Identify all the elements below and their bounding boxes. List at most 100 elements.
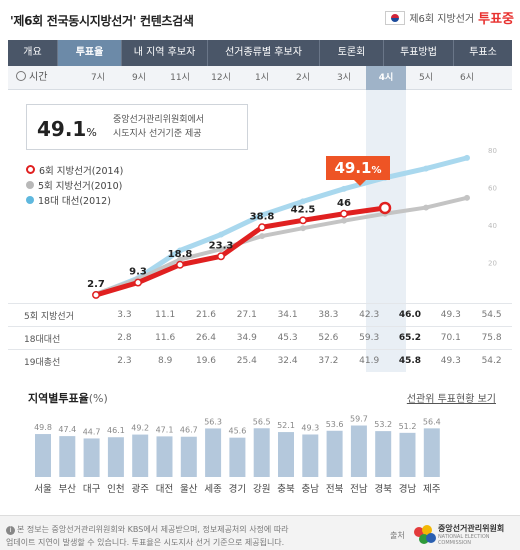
nec-emblem-icon <box>414 524 436 545</box>
bar <box>180 436 197 477</box>
tab-polling-stations[interactable]: 투표소 <box>469 47 497 58</box>
bar <box>132 434 149 477</box>
current-data-point <box>378 201 392 215</box>
bar-value-label: 44.7 <box>83 427 101 436</box>
badge-election-name: 제6회 지방선거 <box>409 14 475 25</box>
bar <box>229 437 246 477</box>
header: '제6회 전국동시지방선거' 컨텐츠검색 제6회 지방선거 투표중 <box>0 0 520 40</box>
time-12[interactable]: 12시 <box>211 73 231 83</box>
time-6[interactable]: 6시 <box>459 73 474 83</box>
bar-value-label: 56.3 <box>204 417 222 426</box>
table-row: 19대총선 2.3 8.9 19.6 25.4 32.4 37.2 41.9 4… <box>8 349 512 373</box>
series-line-1 <box>94 195 469 296</box>
data-point <box>218 231 224 238</box>
data-point <box>423 204 429 211</box>
table-cell: 65.2 <box>389 326 431 350</box>
main-nav: 개요 투표율 내 지역 후보자 선거종류별 후보자 토론회 투표방법 투표소 <box>8 40 512 66</box>
table-cell: 75.8 <box>471 326 512 350</box>
nec-logo[interactable]: 중앙선거관리위원회 NATIONAL ELECTION COMMISSION <box>414 523 520 546</box>
data-point <box>177 247 183 254</box>
tab-overview[interactable]: 개요 <box>8 40 58 66</box>
region-label: 경남 <box>399 483 417 495</box>
table-cell: 25.4 <box>226 349 268 373</box>
nec-turnout-link[interactable]: 선관위 투표현황 보기 <box>406 394 496 405</box>
tab-debates[interactable]: 토론회 <box>320 40 384 66</box>
data-point <box>423 165 429 172</box>
data-point <box>177 256 183 263</box>
bar <box>253 428 270 477</box>
legend-item-2014: 6회 지방선거(2014) <box>26 162 123 177</box>
bar <box>350 425 367 477</box>
table-cell: 45.8 <box>389 349 431 373</box>
current-turnout-number: 49.1 <box>37 117 87 141</box>
time-7[interactable]: 7시 <box>90 73 105 83</box>
bar <box>205 428 222 477</box>
current-value-callout: 49.1% <box>326 156 390 186</box>
turnout-table: 5회 지방선거 3.3 11.1 21.6 27.1 34.1 38.3 42.… <box>8 303 512 373</box>
bar-value-label: 56.4 <box>423 417 441 426</box>
region-label: 세종 <box>204 484 222 495</box>
time-selector: 시간 7시 9시 11시 12시 1시 2시 3시 4시 5시 6시 <box>8 66 512 90</box>
bar <box>35 434 51 477</box>
data-point <box>134 278 142 287</box>
region-label: 광주 <box>131 483 149 495</box>
bar <box>423 428 440 477</box>
table-cell: 27.1 <box>226 303 268 327</box>
bar-value-label: 49.3 <box>301 423 319 432</box>
region-label: 서울 <box>34 484 52 495</box>
time-2[interactable]: 2시 <box>295 73 310 83</box>
table-cell: 32.4 <box>267 349 308 373</box>
table-cell: 2.8 <box>104 326 145 350</box>
callout-value: 49.1 <box>334 159 372 177</box>
time-1[interactable]: 1시 <box>254 73 269 83</box>
tab-voting-method[interactable]: 투표방법 <box>384 40 454 66</box>
time-4[interactable]: 4시 <box>366 66 406 90</box>
table-cell: 54.2 <box>471 349 512 373</box>
region-label: 대구 <box>83 484 101 495</box>
legend-item-2012: 18대 대선(2012) <box>26 192 123 207</box>
region-label: 경기 <box>229 483 246 495</box>
callout-unit: % <box>371 165 382 176</box>
axis-tick-label: 40 <box>488 222 497 230</box>
korean-flag-icon <box>385 10 406 25</box>
table-cell: 41.9 <box>348 349 390 373</box>
time-11[interactable]: 11시 <box>170 73 190 83</box>
bar-value-label: 46.1 <box>107 426 125 435</box>
table-row: 5회 지방선거 3.3 11.1 21.6 27.1 34.1 38.3 42.… <box>8 303 512 327</box>
table-cell: 34.1 <box>267 303 308 327</box>
time-5[interactable]: 5시 <box>418 73 433 83</box>
chart-legend: 6회 지방선거(2014) 5회 지방선거(2010) 18대 대선(2012) <box>26 162 123 207</box>
bar <box>399 432 416 477</box>
bar-value-label: 45.6 <box>228 427 246 436</box>
row-label: 5회 지방선거 <box>8 303 104 327</box>
time-9[interactable]: 9시 <box>131 73 146 83</box>
bar-value-label: 46.7 <box>180 426 198 435</box>
table-cell: 52.6 <box>307 326 349 350</box>
table-cell: 37.2 <box>307 349 349 373</box>
footer-note-2: 업데이트 지연이 발생할 수 있습니다. 투표율은 시도지사 선거 기준으로 제… <box>6 538 285 547</box>
data-label: 42.5 <box>291 204 316 215</box>
bar-value-label: 49.2 <box>131 424 149 433</box>
tab-turnout[interactable]: 투표율 <box>58 40 122 66</box>
table-cell: 46.0 <box>389 303 431 327</box>
data-point <box>258 223 266 232</box>
bar <box>375 431 392 477</box>
data-point <box>300 225 306 232</box>
election-badge: 제6회 지방선거 투표중 <box>385 8 514 27</box>
source-label: 출처 <box>390 531 405 540</box>
data-point <box>464 154 470 161</box>
time-3[interactable]: 3시 <box>336 73 351 83</box>
bar <box>278 432 294 477</box>
region-section-title: 지역별투표율(%) <box>28 390 108 406</box>
region-label: 제주 <box>423 484 441 495</box>
tab-candidates-by-type[interactable]: 선거종류별 후보자 <box>208 40 320 66</box>
bar-value-label: 52.1 <box>277 421 295 430</box>
legend-marker-icon <box>26 195 34 204</box>
legend-marker-icon <box>26 180 34 189</box>
bar-value-label: 47.4 <box>58 425 76 434</box>
tab-my-candidates[interactable]: 내 지역 후보자 <box>122 40 208 66</box>
data-point <box>341 185 347 192</box>
legend-label: 6회 지방선거(2014) <box>39 165 124 177</box>
axis-tick-label: 20 <box>488 260 497 268</box>
